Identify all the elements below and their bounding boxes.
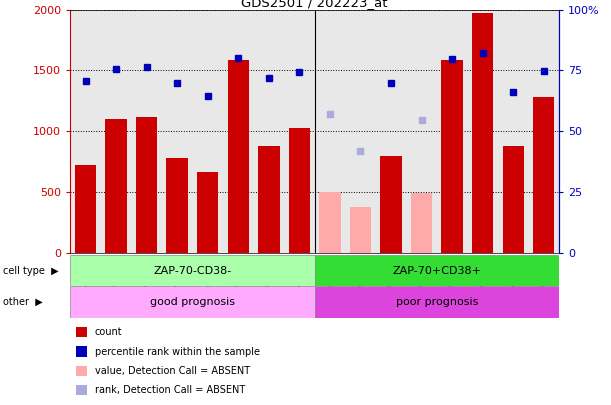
Bar [166, 158, 188, 253]
Text: good prognosis: good prognosis [150, 297, 235, 307]
Bar [315, 255, 559, 286]
Text: other  ▶: other ▶ [3, 297, 43, 307]
Text: count: count [95, 327, 122, 337]
Title: GDS2501 / 202223_at: GDS2501 / 202223_at [241, 0, 388, 9]
Bar [289, 128, 310, 253]
Bar [411, 193, 433, 253]
Bar [350, 207, 371, 253]
Text: cell type  ▶: cell type ▶ [3, 266, 59, 275]
Bar [70, 255, 315, 286]
Bar [106, 119, 127, 253]
Bar [258, 146, 280, 253]
Bar [503, 146, 524, 253]
Text: ZAP-70+CD38+: ZAP-70+CD38+ [392, 266, 481, 275]
Bar [70, 286, 315, 318]
Text: percentile rank within the sample: percentile rank within the sample [95, 347, 260, 356]
Bar [533, 97, 555, 253]
Bar [381, 156, 402, 253]
Bar [228, 60, 249, 253]
Bar [472, 13, 494, 253]
Bar [136, 117, 158, 253]
Text: poor prognosis: poor prognosis [396, 297, 478, 307]
Bar [197, 172, 219, 253]
Text: ZAP-70-CD38-: ZAP-70-CD38- [153, 266, 232, 275]
Bar [75, 165, 97, 253]
Bar [442, 60, 463, 253]
Text: rank, Detection Call = ABSENT: rank, Detection Call = ABSENT [95, 386, 245, 395]
Text: value, Detection Call = ABSENT: value, Detection Call = ABSENT [95, 366, 250, 376]
Bar [315, 286, 559, 318]
Bar [320, 192, 341, 253]
